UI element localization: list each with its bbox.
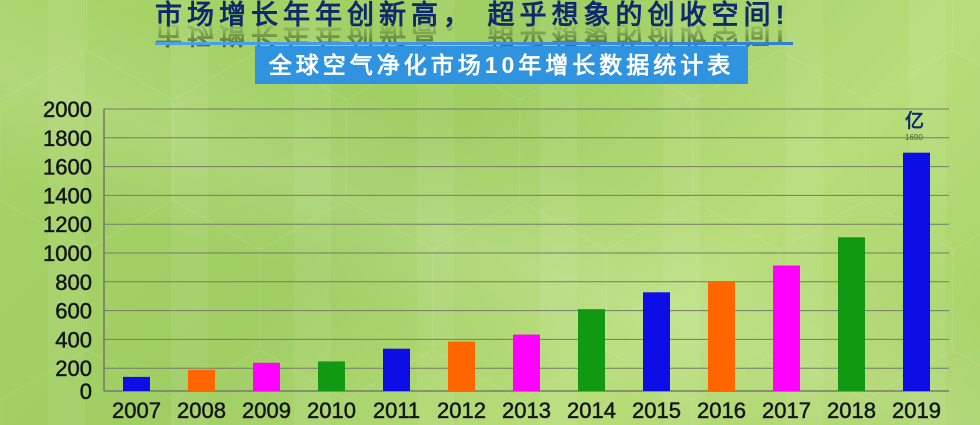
svg-text:2007: 2007: [112, 398, 161, 423]
svg-text:2009: 2009: [242, 398, 291, 423]
svg-text:1800: 1800: [43, 126, 92, 151]
svg-text:1600: 1600: [43, 155, 92, 180]
svg-text:亿: 亿: [905, 109, 924, 132]
svg-text:2008: 2008: [177, 398, 226, 423]
svg-text:1200: 1200: [43, 212, 92, 237]
svg-text:2012: 2012: [437, 398, 486, 423]
svg-text:2000: 2000: [43, 97, 92, 122]
svg-text:2016: 2016: [697, 398, 746, 423]
svg-text:2011: 2011: [373, 398, 420, 423]
svg-text:600: 600: [55, 299, 92, 324]
svg-text:2019: 2019: [892, 398, 941, 423]
svg-text:1690: 1690: [905, 133, 923, 142]
svg-text:200: 200: [55, 356, 92, 381]
svg-text:2010: 2010: [307, 398, 356, 423]
svg-text:1000: 1000: [43, 241, 92, 266]
svg-text:2014: 2014: [567, 398, 616, 423]
svg-text:800: 800: [55, 270, 92, 295]
svg-text:1400: 1400: [43, 183, 92, 208]
svg-text:2015: 2015: [632, 398, 681, 423]
svg-text:2013: 2013: [502, 398, 551, 423]
svg-text:2017: 2017: [762, 398, 811, 423]
svg-text:2018: 2018: [827, 398, 876, 423]
svg-text:0: 0: [80, 379, 92, 404]
svg-text:400: 400: [55, 327, 92, 352]
